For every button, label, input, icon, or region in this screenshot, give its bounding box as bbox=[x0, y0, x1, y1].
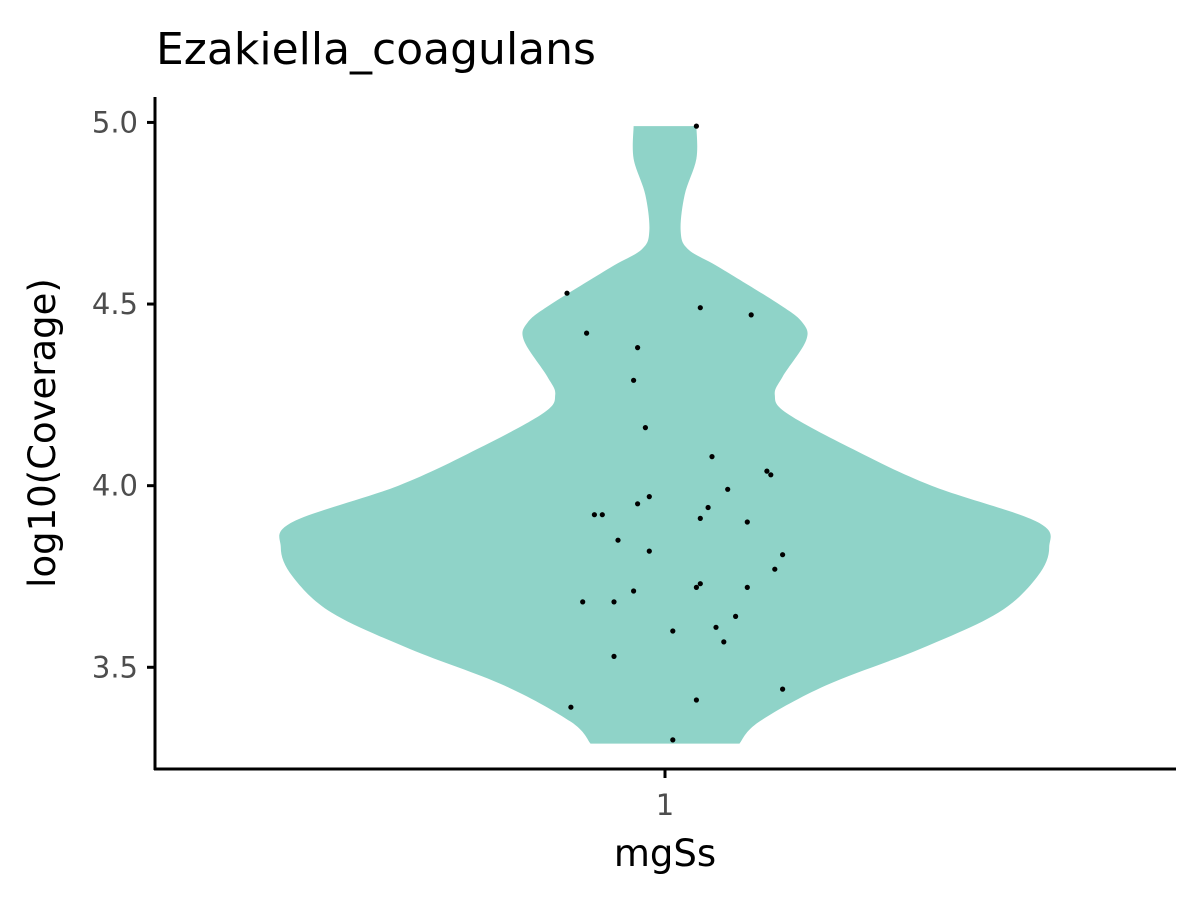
data-point bbox=[631, 377, 637, 383]
y-axis-title: log10(Coverage) bbox=[21, 278, 64, 588]
data-point bbox=[697, 581, 703, 587]
data-point bbox=[744, 519, 750, 525]
data-point bbox=[591, 512, 598, 518]
chart-title: Ezakiella_coagulans bbox=[156, 24, 596, 75]
violin-shape bbox=[279, 126, 1051, 744]
data-point bbox=[744, 584, 750, 591]
data-point bbox=[635, 501, 641, 507]
data-point bbox=[780, 552, 786, 558]
data-point bbox=[642, 425, 649, 431]
data-point bbox=[772, 566, 778, 572]
data-point bbox=[670, 737, 676, 743]
x-axis-title: mgSs bbox=[614, 832, 716, 875]
y-tick-label: 4.5 bbox=[92, 287, 138, 321]
data-point bbox=[780, 686, 786, 692]
data-point bbox=[670, 628, 676, 634]
data-point bbox=[611, 599, 617, 605]
data-point bbox=[709, 454, 715, 460]
data-point bbox=[768, 472, 774, 478]
data-point bbox=[697, 305, 703, 311]
y-tick-label: 4.0 bbox=[92, 469, 138, 503]
data-point bbox=[599, 512, 605, 518]
data-point bbox=[615, 537, 621, 543]
data-point bbox=[725, 486, 731, 492]
data-point bbox=[697, 515, 703, 522]
data-point bbox=[631, 588, 637, 594]
data-point bbox=[693, 584, 700, 591]
data-point bbox=[580, 599, 586, 605]
data-point bbox=[693, 123, 700, 129]
data-point bbox=[764, 468, 770, 474]
data-point bbox=[564, 290, 570, 296]
data-point bbox=[748, 312, 754, 318]
data-point bbox=[733, 613, 739, 620]
data-point bbox=[693, 697, 700, 703]
data-point bbox=[713, 624, 719, 630]
x-tick-label: 1 bbox=[656, 788, 674, 822]
data-point bbox=[721, 639, 727, 645]
y-tick-label: 3.5 bbox=[92, 650, 138, 684]
data-point bbox=[705, 504, 711, 511]
data-point bbox=[646, 548, 652, 554]
data-point bbox=[611, 653, 617, 660]
data-point bbox=[568, 704, 574, 710]
data-point bbox=[584, 330, 590, 336]
data-point bbox=[646, 494, 652, 500]
y-tick-label: 5.0 bbox=[92, 105, 138, 139]
data-point bbox=[635, 345, 641, 351]
